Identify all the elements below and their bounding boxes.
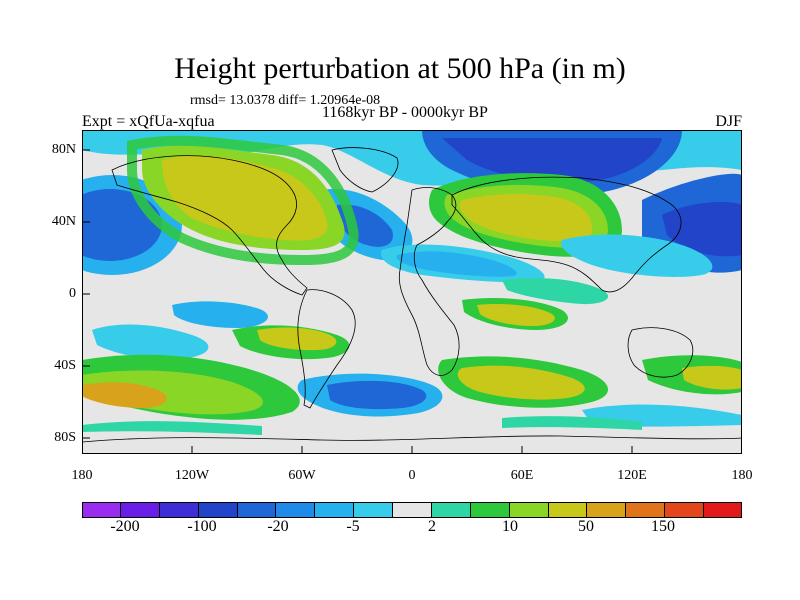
europe-africa-coast [398,187,460,376]
lon-label-120e: 120E [617,468,647,483]
north-america-coast [111,155,308,296]
colorbar-label-minus-200: -200 [110,518,140,535]
coastlines [82,147,742,443]
colorbar-swatch-5 [276,502,316,518]
greenland-coast [331,147,399,193]
colorbar-swatch-8 [393,502,432,518]
stats-text: rmsd= 13.0378 diff= 1.20964e-08 [190,93,381,108]
lon-label-60e: 60E [510,468,534,483]
colorbar-swatch-7 [354,502,393,518]
experiment-label: Expt = xQfUa-xqfua [82,113,215,130]
colorbar-swatch-11 [509,502,549,518]
colorbar-swatch-1 [120,502,160,518]
colorbar-swatch-15 [665,502,704,518]
colorbar-swatch-14 [626,502,666,518]
lon-label-180-left: 180 [71,468,93,483]
asia-coast [451,176,682,293]
lon-label-0: 0 [408,468,416,483]
lon-label-180-right: 180 [731,468,753,483]
antarctica-coast [82,435,742,443]
colorbar-label-50: 50 [578,518,594,535]
lat-label-0: 0 [69,286,76,301]
colorbar-swatch-16 [704,502,742,518]
season-label: DJF [715,113,742,130]
colorbar-swatch-0 [82,502,121,518]
colorbar-label-minus-100: -100 [187,518,217,535]
map-panel [82,130,742,454]
lon-label-60w: 60W [288,468,316,483]
lat-label-40s: 40S [54,358,76,373]
lat-label-80s: 80S [54,430,76,445]
lat-label-80n: 80N [51,142,76,157]
colorbar-swatch-10 [470,502,510,518]
colorbar-swatch-13 [587,502,627,518]
lat-label-40n: 40N [51,214,76,229]
colorbar-swatch-6 [315,502,355,518]
colorbar-swatch-4 [237,502,277,518]
colorbar-label-150: 150 [651,518,675,535]
colorbar-swatch-12 [548,502,588,518]
colorbar-swatch-2 [159,502,199,518]
south-america-coast [297,289,356,409]
colorbar-swatch-3 [198,502,238,518]
australia-coast [627,327,694,378]
colorbar-label-minus-5: -5 [346,518,360,535]
lon-label-120w: 120W [174,468,210,483]
colorbar-label-minus-20: -20 [267,518,289,535]
time-range-label: 1168kyr BP - 0000kyr BP [322,104,488,121]
plot-title: Height perturbation at 500 hPa (in m) [174,52,626,85]
colorbar [82,502,742,518]
axis-ticks [82,149,633,454]
contour-map [82,130,742,454]
colorbar-swatch-9 [431,502,471,518]
colorbar-label-10: 10 [502,518,518,535]
colorbar-label-2: 2 [428,518,436,535]
